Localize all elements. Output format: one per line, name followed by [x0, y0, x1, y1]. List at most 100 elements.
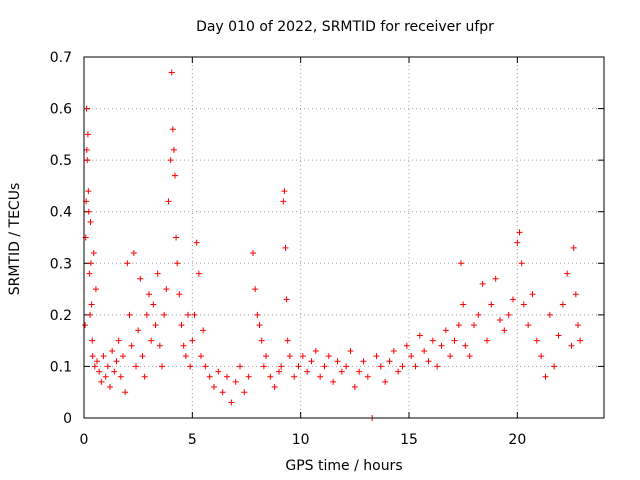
- data-point: [172, 172, 178, 179]
- x-tick-label: 5: [188, 432, 197, 448]
- data-point: [510, 296, 516, 303]
- x-tick-label: 10: [292, 432, 310, 448]
- data-point: [434, 363, 441, 370]
- data-point: [475, 311, 482, 318]
- data-point: [187, 363, 194, 370]
- data-point: [150, 301, 157, 308]
- data-point: [130, 249, 137, 256]
- x-axis-label: GPS time / hours: [285, 458, 402, 474]
- data-point: [128, 342, 135, 349]
- data-point: [403, 342, 410, 349]
- data-point: [91, 363, 98, 370]
- data-point: [283, 296, 290, 303]
- data-point: [458, 260, 464, 267]
- data-point: [111, 368, 118, 375]
- data-point: [96, 368, 103, 375]
- data-point: [416, 332, 423, 339]
- data-point: [83, 146, 90, 153]
- data-point: [282, 244, 289, 251]
- data-point: [364, 373, 371, 380]
- data-point: [484, 337, 490, 344]
- data-point: [202, 363, 209, 370]
- data-point: [135, 327, 142, 334]
- data-point: [516, 229, 523, 236]
- data-point: [356, 368, 363, 375]
- data-point: [215, 368, 222, 375]
- data-point: [518, 260, 525, 267]
- y-tick-label: 0.2: [50, 308, 72, 324]
- data-point: [308, 358, 315, 365]
- data-point: [137, 275, 144, 282]
- data-point: [501, 327, 508, 334]
- data-point: [390, 347, 397, 354]
- data-point: [170, 146, 177, 153]
- y-tick-label: 0.4: [50, 205, 72, 221]
- data-point: [514, 239, 521, 246]
- data-point: [529, 291, 536, 298]
- data-point: [577, 337, 584, 344]
- data-point: [165, 198, 172, 205]
- data-point: [455, 322, 462, 329]
- data-point: [284, 337, 291, 344]
- data-point: [109, 347, 116, 354]
- data-point: [382, 378, 389, 385]
- data-point: [89, 353, 96, 360]
- data-point: [169, 126, 176, 133]
- data-point: [173, 234, 180, 241]
- data-point: [525, 322, 532, 329]
- data-point: [373, 353, 380, 360]
- data-point: [451, 337, 458, 344]
- data-point: [280, 198, 287, 205]
- data-point: [92, 286, 99, 293]
- data-point: [559, 301, 566, 308]
- data-point: [281, 188, 288, 195]
- data-point: [167, 157, 174, 164]
- data-point: [200, 327, 207, 334]
- y-tick-label: 0.5: [50, 153, 72, 169]
- data-point: [460, 301, 467, 308]
- data-point: [237, 363, 243, 370]
- data-point: [276, 368, 282, 375]
- y-axis-label: SRMTID / TECUs: [7, 183, 23, 296]
- data-point: [488, 301, 495, 308]
- data-point: [330, 378, 337, 385]
- data-point: [191, 311, 198, 318]
- data-point: [252, 286, 259, 293]
- data-point: [442, 327, 449, 334]
- data-point: [267, 373, 274, 380]
- data-point: [425, 358, 432, 365]
- data-point: [317, 373, 324, 380]
- chart-title: Day 010 of 2022, SRMTID for receiver ufp…: [196, 19, 494, 35]
- data-point: [377, 363, 384, 370]
- x-tick-label: 15: [400, 432, 418, 448]
- data-point: [334, 358, 341, 365]
- data-point: [143, 311, 150, 318]
- data-point: [198, 353, 204, 360]
- data-point: [86, 270, 93, 277]
- data-point: [180, 342, 187, 349]
- data-point: [351, 384, 358, 391]
- data-point: [421, 347, 428, 354]
- data-point: [254, 311, 261, 318]
- data-point: [82, 322, 89, 329]
- data-point: [152, 322, 159, 329]
- data-point: [438, 342, 445, 349]
- data-point: [312, 347, 319, 354]
- data-point: [538, 353, 545, 360]
- axis-ticks: 0 5 10 15 20 0 0.1 0.2 0.3 0.4 0.5 0.6 0.7: [50, 50, 604, 448]
- data-point: [174, 260, 181, 267]
- data-point: [360, 358, 367, 365]
- data-point: [505, 311, 512, 318]
- data-point: [211, 384, 217, 391]
- data-point: [87, 260, 94, 267]
- data-point: [241, 389, 248, 396]
- y-tick-label: 0: [63, 411, 72, 427]
- data-point: [163, 286, 170, 293]
- data-point: [85, 188, 92, 195]
- data-point: [497, 317, 503, 324]
- data-point: [321, 363, 328, 370]
- data-point: [100, 353, 107, 360]
- plot-frame: [83, 56, 605, 419]
- data-point: [84, 157, 91, 164]
- x-tick-label: 20: [508, 432, 526, 448]
